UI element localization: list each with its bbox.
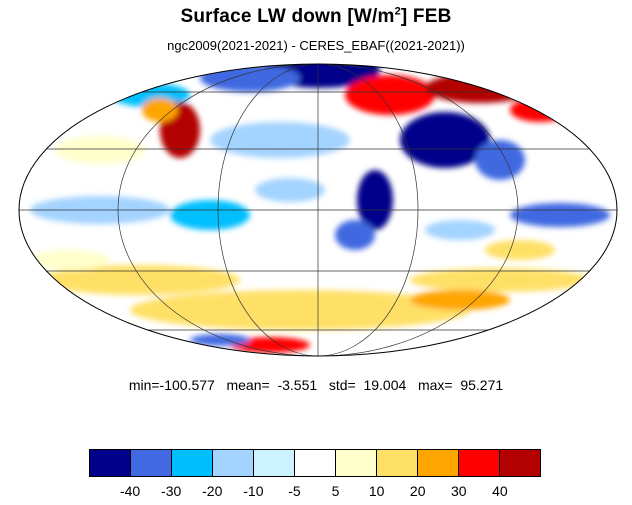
plot-title: Surface LW down [W/m2] FEB xyxy=(180,5,452,27)
colorbar-swatch xyxy=(172,450,213,476)
colorbar-tick-label: -5 xyxy=(288,483,301,499)
colorbar-tick-label: 40 xyxy=(492,483,508,499)
colorbar-tick-label: -10 xyxy=(243,483,264,499)
colorbar-tick-label: 30 xyxy=(451,483,467,499)
colorbar-tick-label: 20 xyxy=(409,483,426,499)
globe-outline xyxy=(18,63,618,357)
colorbar-tick-label: 10 xyxy=(368,483,385,499)
colorbar-swatch xyxy=(213,450,254,476)
colorbar-tick-labels: -40 -30 -20 -10 -5 5 10 20 30 40 xyxy=(0,483,632,501)
colorbar-tick-label: -30 xyxy=(161,483,182,499)
colorbar-swatch xyxy=(295,450,336,476)
colorbar-swatch xyxy=(418,450,459,476)
summary-statistics: min=-100.577 mean= -3.551 std= 19.004 ma… xyxy=(128,377,504,393)
colorbar-swatch xyxy=(336,450,377,476)
plot-subtitle: ngc2009(2021-2021) - CERES_EBAF((2021-20… xyxy=(167,38,465,53)
anomaly-field xyxy=(19,64,617,356)
colorbar-tick-label: -20 xyxy=(202,483,223,499)
mollweide-map xyxy=(18,63,618,357)
colorbar xyxy=(89,449,541,477)
colorbar-tick-label: -40 xyxy=(119,483,141,499)
colorbar-swatch xyxy=(254,450,295,476)
colorbar-swatch xyxy=(459,450,500,476)
colorbar-swatch xyxy=(377,450,418,476)
colorbar-tick-label: 5 xyxy=(331,483,340,499)
colorbar-swatch xyxy=(90,450,131,476)
colorbar-swatch xyxy=(131,450,172,476)
colorbar-swatch xyxy=(500,450,540,476)
